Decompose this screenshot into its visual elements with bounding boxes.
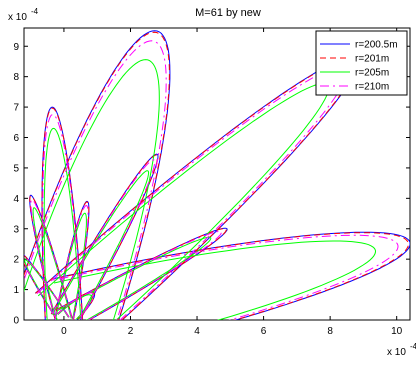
x-tick-label: 8 [327,326,333,337]
x-axis-ticks: 0 2 4 6 8 10 [61,28,403,337]
lobe-7-series-4 [56,230,222,320]
x-multiplier-label: x 10 -4 [387,342,416,358]
lobe-3-series-3 [53,240,377,320]
y-tick-label: 7 [13,103,19,114]
lobe-3-series-4 [53,234,399,320]
y-tick-label: 0 [13,316,19,327]
y-multiplier-base: x 10 [8,12,27,23]
x-tick-label: 2 [128,326,134,337]
y-tick-label: 2 [13,255,19,266]
x-tick-label: 6 [261,326,267,337]
y-tick-label: 9 [13,42,19,53]
lobe-2-series-2 [24,31,170,320]
legend-label: r=210m [355,82,389,93]
lobe-2-series-4 [24,40,167,320]
lobe-6-series-4 [51,159,156,320]
y-multiplier-exponent: -4 [31,7,39,16]
x-tick-label: 4 [194,326,200,337]
legend-label: r=201m [355,54,389,65]
legend-label: r=205m [355,68,389,79]
lobe-10-series-4 [24,255,70,320]
legend-items: r=200.5m r=201m r=205m r=210m [320,40,398,93]
y-tick-label: 3 [13,224,19,235]
legend-label: r=200.5m [355,40,398,51]
y-tick-label: 8 [13,72,19,83]
lobe-2-series-3 [24,59,160,320]
y-multiplier-label: x 10 -4 [8,7,39,23]
legend-box [315,30,408,96]
y-tick-label: 4 [13,194,19,205]
x-multiplier-exponent: -4 [410,342,416,351]
lobe-5-series-2 [41,107,83,320]
legend: r=200.5m r=201m r=205m r=210m [315,30,408,96]
lobe-8-series-4 [30,199,73,320]
x-multiplier-base: x 10 [387,347,406,358]
x-tick-label: 10 [391,326,403,337]
lobe-8-series-3 [32,207,72,320]
y-tick-label: 5 [13,163,19,174]
lobe-9-series-4 [54,204,89,320]
x-tick-label: 0 [61,326,67,337]
y-tick-label: 6 [13,133,19,144]
chart-title: M=61 by new [195,7,261,19]
y-tick-label: 1 [13,285,19,296]
lobe-3-series-2 [52,232,409,320]
lobe-9-series-3 [55,212,87,320]
lobe-6-series-3 [52,170,150,320]
lobe-6-series-2 [50,154,159,320]
lobe-5-series-4 [42,113,83,320]
